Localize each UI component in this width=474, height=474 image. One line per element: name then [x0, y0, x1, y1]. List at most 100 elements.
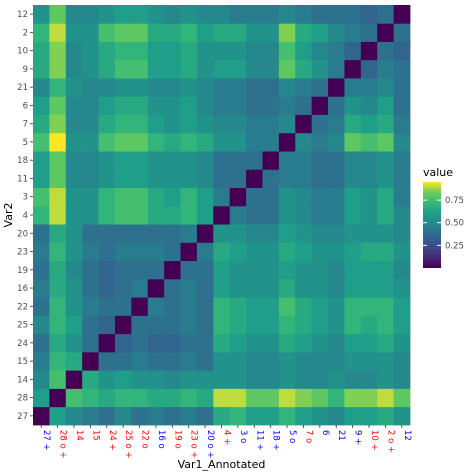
heatmap-cell	[196, 205, 214, 225]
heatmap-cell	[295, 114, 313, 134]
heatmap-cells	[33, 5, 411, 426]
heatmap-cell	[262, 278, 280, 298]
heatmap-cell	[278, 370, 296, 389]
x-tick-label: 16 o	[156, 430, 166, 449]
heatmap-cell	[246, 114, 263, 134]
heatmap-cell	[98, 388, 116, 408]
heatmap-cell	[295, 351, 313, 371]
y-tick-label: 6	[23, 101, 28, 111]
heatmap-cell	[180, 78, 198, 97]
heatmap-cell	[393, 5, 411, 24]
heatmap-cell	[229, 278, 247, 298]
heatmap-cell	[246, 59, 263, 79]
heatmap-cell	[377, 315, 395, 335]
heatmap-cell	[295, 278, 313, 298]
heatmap-cell	[65, 278, 83, 298]
heatmap-cell	[328, 370, 345, 389]
heatmap-cell	[213, 351, 231, 371]
heatmap-cell	[328, 59, 345, 79]
heatmap-cell	[98, 370, 116, 389]
heatmap-cell	[295, 315, 313, 335]
heatmap-cell	[393, 23, 411, 42]
heatmap-cell	[33, 315, 50, 335]
heatmap-cell	[311, 114, 329, 134]
heatmap-cell	[180, 406, 198, 426]
heatmap-cell	[360, 169, 378, 189]
heatmap-cell	[262, 5, 280, 24]
heatmap-cell	[213, 151, 231, 170]
heatmap-cell	[82, 23, 99, 42]
heatmap-cell	[328, 187, 345, 207]
heatmap-cell	[147, 351, 165, 371]
heatmap-cell	[196, 5, 214, 24]
heatmap-cell	[377, 5, 395, 24]
heatmap-cell	[196, 78, 214, 97]
heatmap-cell	[196, 260, 214, 280]
heatmap-cell	[393, 297, 411, 316]
heatmap-cell	[278, 205, 296, 225]
heatmap-cell	[262, 205, 280, 225]
heatmap-cell	[278, 5, 296, 24]
heatmap-cell	[377, 169, 395, 189]
heatmap-cell	[360, 406, 378, 426]
y-tick-label: 16	[17, 284, 28, 294]
heatmap-cell	[360, 315, 378, 335]
heatmap-cell	[377, 224, 395, 243]
heatmap-cell	[344, 388, 362, 408]
heatmap-cell	[278, 151, 296, 170]
x-tick-label: 18 +	[271, 430, 281, 451]
x-axis-ticks: 27 + 28 o + 14 15 24 + 25 o + 22 o 16 o 19 o 23 o…	[40, 425, 412, 459]
heatmap-cell	[114, 59, 132, 79]
heatmap-cell	[114, 370, 132, 389]
heatmap-cell	[213, 406, 231, 426]
heatmap-cell	[33, 388, 50, 408]
heatmap-cell	[49, 59, 67, 79]
x-tick-label: 11 +	[254, 430, 264, 451]
heatmap-cell	[33, 406, 50, 426]
heatmap-cell	[229, 406, 247, 426]
heatmap-cell	[328, 278, 345, 298]
heatmap-cell	[180, 351, 198, 371]
heatmap-cell	[114, 187, 132, 207]
heatmap-cell	[311, 315, 329, 335]
heatmap-cell	[213, 333, 231, 353]
heatmap-cell	[33, 96, 50, 115]
heatmap-cell	[246, 169, 263, 189]
heatmap-cell	[328, 242, 345, 262]
heatmap-cell	[164, 351, 181, 371]
heatmap-cell	[164, 260, 181, 280]
heatmap-cell	[278, 351, 296, 371]
heatmap-cell	[278, 96, 296, 115]
heatmap-cell	[213, 278, 231, 298]
heatmap-cell	[180, 388, 198, 408]
heatmap-cell	[147, 370, 165, 389]
x-tick-label: 28 o +	[58, 430, 68, 459]
heatmap-cell	[295, 5, 313, 24]
heatmap-cell	[180, 242, 198, 262]
heatmap-cell	[393, 151, 411, 170]
y-tick-label: 5	[23, 138, 28, 148]
heatmap-cell	[49, 297, 67, 316]
heatmap-cell	[377, 388, 395, 408]
heatmap-cell	[246, 351, 263, 371]
heatmap-cell	[65, 41, 83, 61]
heatmap-cell	[360, 41, 378, 61]
heatmap-cell	[98, 114, 116, 134]
heatmap-cell	[246, 224, 263, 243]
heatmap-cell	[213, 205, 231, 225]
heatmap-cell	[344, 114, 362, 134]
heatmap-cell	[196, 187, 214, 207]
heatmap-cell	[377, 278, 395, 298]
heatmap-cell	[147, 278, 165, 298]
y-tick-label: 21	[17, 83, 28, 93]
heatmap-cell	[246, 205, 263, 225]
heatmap-cell	[377, 151, 395, 170]
heatmap-cell	[82, 242, 99, 262]
heatmap-cell	[377, 78, 395, 97]
x-axis-title: Var1_Annotated	[178, 458, 266, 471]
heatmap-cell	[295, 370, 313, 389]
heatmap-cell	[98, 169, 116, 189]
heatmap-cell	[196, 242, 214, 262]
heatmap-cell	[131, 59, 149, 79]
